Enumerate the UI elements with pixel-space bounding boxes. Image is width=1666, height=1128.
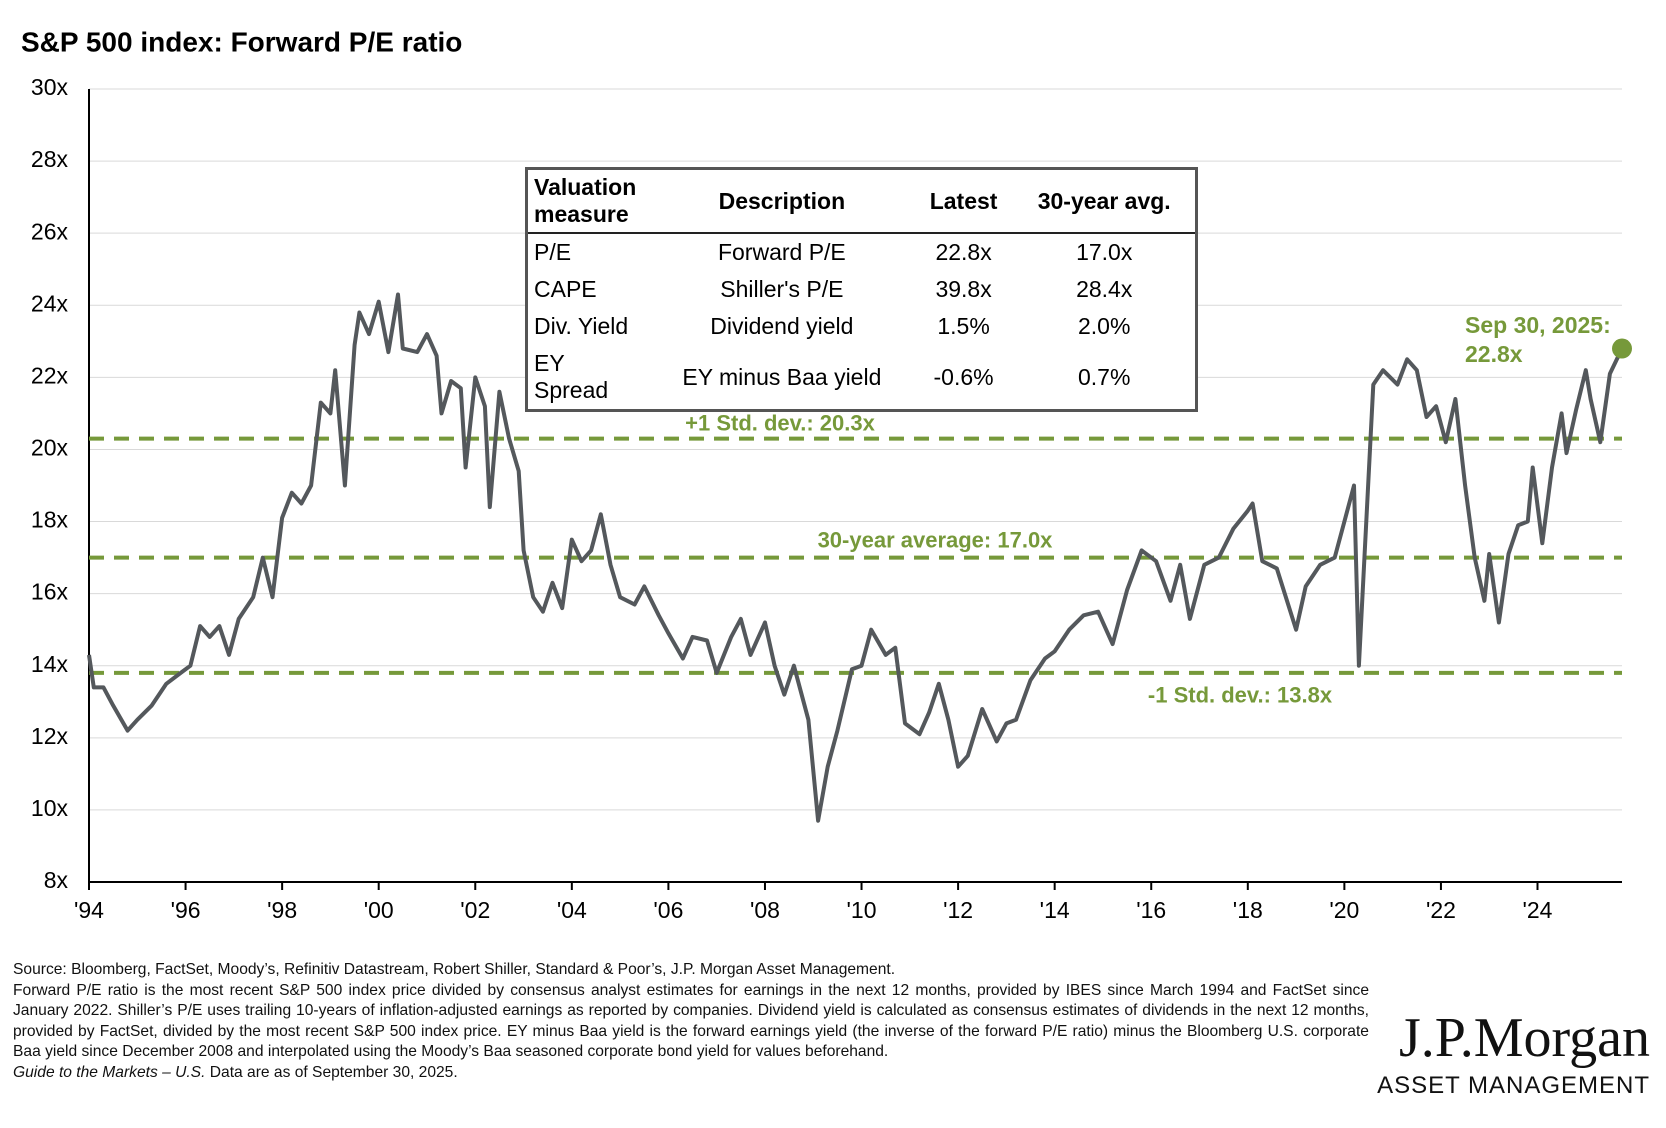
x-tick-label: '98 bbox=[267, 897, 297, 923]
table-cell: Shiller's P/E bbox=[720, 276, 844, 302]
table-cell: Dividend yield bbox=[710, 313, 854, 339]
table-header: 30-year avg. bbox=[1013, 168, 1197, 234]
table-row: EY Spread EY minus Baa yield -0.6% 0.7% bbox=[527, 345, 1197, 411]
table-header-row: Valuation measure Description Latest 30-yea… bbox=[526, 168, 1197, 234]
table-cell: 17.0x bbox=[1076, 239, 1133, 265]
as-of-date: Data are as of September 30, 2025. bbox=[209, 1063, 458, 1081]
y-tick-label: 10x bbox=[31, 795, 69, 821]
logo-sub: ASSET MANAGEMENT bbox=[1377, 1072, 1650, 1099]
y-tick-label: 18x bbox=[31, 507, 69, 533]
guide: Guide to the Markets – U.S. bbox=[13, 1063, 206, 1081]
chart: S&P 500 index: Forward P/E ratio 8x 10x 12… bbox=[21, 26, 1632, 923]
table-header: Valuation measure bbox=[526, 168, 650, 234]
table-row: CAPE Shiller's P/E 39.8x 28.4x bbox=[527, 271, 1197, 308]
y-tick-label: 16x bbox=[31, 579, 69, 605]
x-tick-label: '02 bbox=[460, 897, 490, 923]
x-tick-label: '14 bbox=[1040, 897, 1070, 923]
y-tick-label: 12x bbox=[31, 723, 69, 749]
x-tick-label: '10 bbox=[847, 897, 877, 923]
table-cell: 28.4x bbox=[1076, 276, 1133, 302]
x-tick-label: '08 bbox=[750, 897, 780, 923]
reference-label: -1 Std. dev.: 13.8x bbox=[1148, 683, 1333, 708]
table-row: Div. Yield Dividend yield 1.5% 2.0% bbox=[527, 308, 1197, 345]
table-cell: 0.7% bbox=[1077, 363, 1131, 390]
table-cell: 2.0% bbox=[1077, 313, 1131, 339]
reference-label: 30-year average: 17.0x bbox=[818, 527, 1054, 552]
x-tick-label: '04 bbox=[557, 897, 587, 923]
x-tick-label: '20 bbox=[1329, 897, 1359, 923]
table-cell: 39.8x bbox=[935, 276, 992, 302]
x-tick-label: '18 bbox=[1233, 897, 1263, 923]
chart-title: S&P 500 index: Forward P/E ratio bbox=[21, 26, 462, 57]
logo-name: J.P.Morgan bbox=[1398, 1007, 1650, 1069]
table-cell: Div. Yield bbox=[534, 313, 629, 339]
logo: J.P.Morgan ASSET MANAGEMENT bbox=[1377, 1008, 1650, 1100]
x-tick-label: '00 bbox=[364, 897, 394, 923]
latest-point bbox=[1612, 338, 1632, 359]
y-tick-label: 20x bbox=[31, 435, 69, 461]
x-tick-label: '16 bbox=[1136, 897, 1166, 923]
as-of: Guide to the Markets – U.S. Data are as … bbox=[13, 1063, 1369, 1084]
notes: Forward P/E ratio is the most recent S&P… bbox=[13, 981, 1369, 1061]
table-header: Description bbox=[650, 168, 914, 234]
y-tick-label: 22x bbox=[31, 362, 69, 388]
table-cell: P/E bbox=[534, 239, 572, 265]
latest-label: Sep 30, 2025: bbox=[1465, 312, 1611, 338]
source: Source: Bloomberg, FactSet, Moody’s, Ref… bbox=[13, 961, 896, 978]
table-cell: -0.6% bbox=[933, 363, 994, 390]
table-header: Latest bbox=[913, 168, 1014, 234]
y-tick-label: 30x bbox=[31, 74, 69, 100]
x-tick-label: '96 bbox=[171, 897, 201, 923]
x-tick-label: '24 bbox=[1523, 897, 1553, 923]
table-cell: 22.8x bbox=[935, 239, 992, 265]
pe-line bbox=[87, 292, 1624, 823]
table-cell: EY minus Baa yield bbox=[682, 363, 882, 390]
table-cell: EY Spread bbox=[534, 350, 609, 403]
y-tick-label: 14x bbox=[31, 651, 69, 677]
table-cell: Forward P/E bbox=[717, 239, 846, 265]
y-tick-label: 8x bbox=[44, 867, 69, 893]
y-tick-label: 26x bbox=[31, 218, 69, 244]
reference-label: +1 Std. dev.: 20.3x bbox=[685, 410, 876, 435]
x-tick-label: '12 bbox=[943, 897, 973, 923]
table-row: P/E Forward P/E 22.8x 17.0x bbox=[527, 233, 1197, 271]
x-tick-label: '22 bbox=[1426, 897, 1456, 923]
y-tick-label: 24x bbox=[31, 290, 69, 316]
footnotes: Source: Bloomberg, FactSet, Moody’s, Ref… bbox=[13, 960, 1369, 1084]
latest-label: 22.8x bbox=[1465, 341, 1523, 367]
table-cell: 1.5% bbox=[937, 313, 990, 339]
y-tick-label: 28x bbox=[31, 146, 69, 172]
x-tick-label: '06 bbox=[653, 897, 683, 923]
x-tick-label: '94 bbox=[74, 897, 104, 923]
table-cell: CAPE bbox=[534, 276, 597, 302]
valuation-table: Valuation measure Description Latest 30-yea… bbox=[525, 167, 1198, 412]
